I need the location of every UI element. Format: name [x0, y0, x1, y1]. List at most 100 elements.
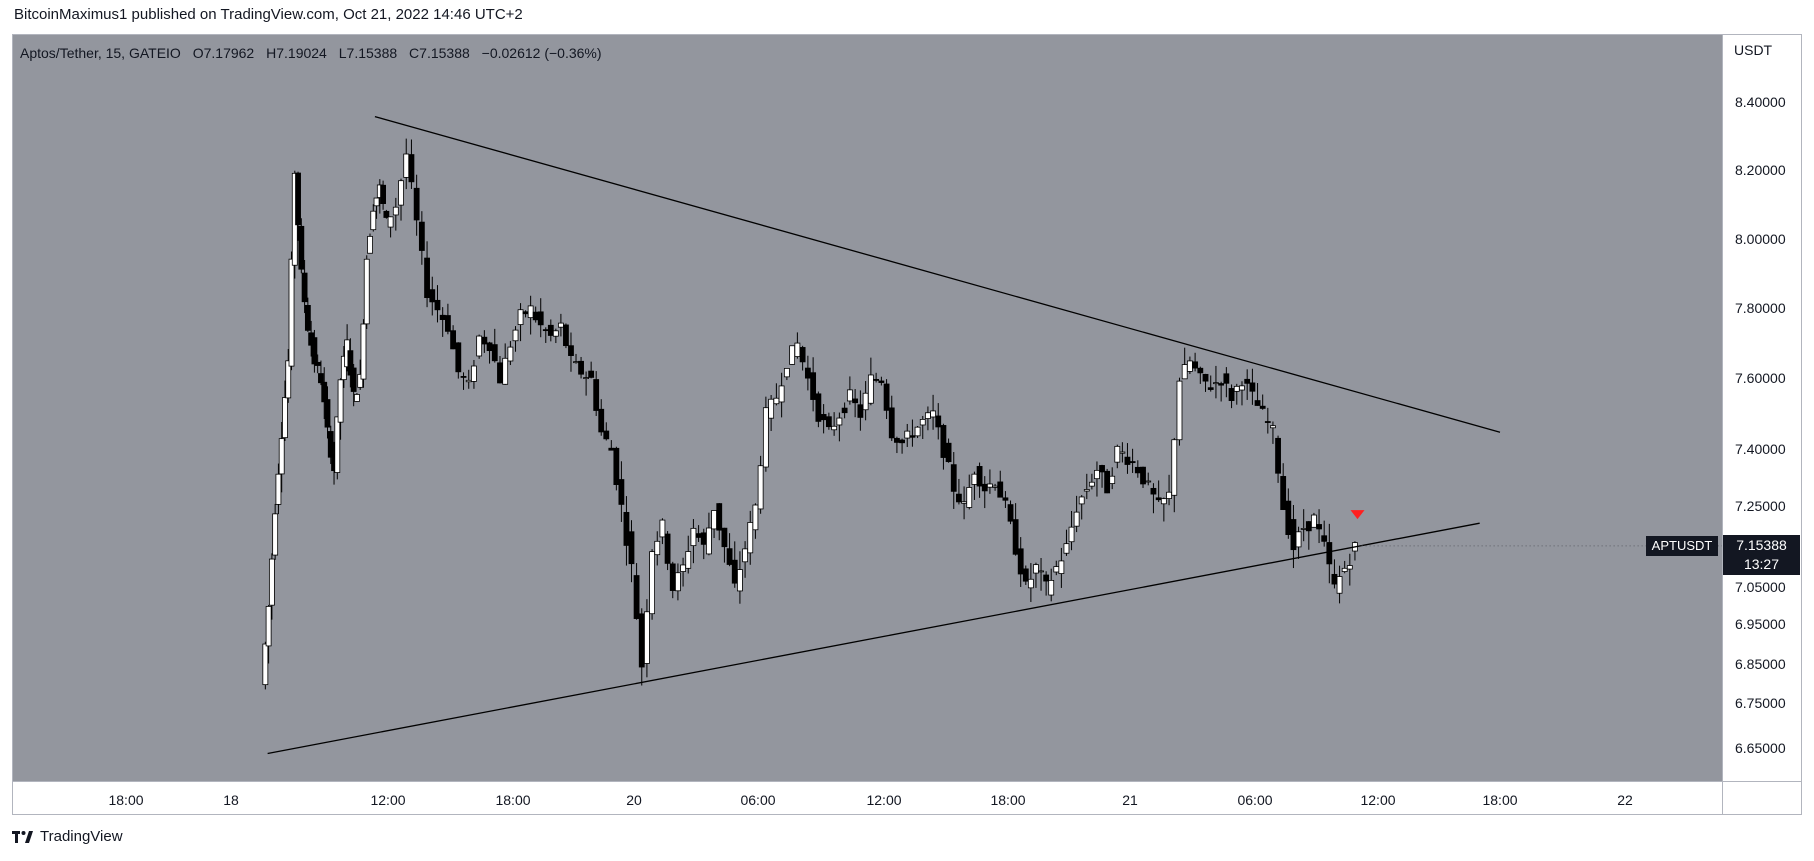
candle-body	[527, 305, 534, 319]
candle-body	[768, 398, 775, 419]
candle-body	[1186, 360, 1193, 372]
candle-body	[971, 473, 978, 485]
candle-body	[841, 407, 848, 414]
candle-body	[1007, 504, 1014, 522]
candle-body	[444, 315, 451, 332]
candle-body	[295, 172, 301, 226]
candle-body	[711, 510, 717, 530]
candle-body	[783, 367, 790, 378]
candle-body	[429, 289, 436, 303]
candle-body	[340, 355, 347, 381]
candle-body	[1181, 364, 1188, 380]
candle-body	[1275, 437, 1281, 474]
candle-body	[573, 361, 579, 364]
candle-body	[726, 548, 733, 565]
candle-body	[878, 380, 885, 383]
legend-open-key: O	[192, 45, 204, 61]
candle-body	[1058, 560, 1065, 574]
candle-body	[481, 336, 488, 345]
candle-body	[1012, 519, 1019, 555]
candle-body	[418, 221, 425, 251]
candle-body	[935, 415, 942, 428]
time-tick: 18:00	[108, 792, 144, 808]
candle-body	[1305, 521, 1312, 532]
candle-body	[373, 197, 380, 207]
candle-body	[1223, 373, 1230, 384]
candle-body	[752, 504, 759, 531]
candle-body	[347, 350, 354, 376]
candle-body	[552, 330, 559, 337]
candle-body	[1244, 378, 1251, 384]
candle-body	[583, 377, 590, 379]
candle-body	[1099, 465, 1105, 473]
candle-body	[1068, 526, 1075, 543]
candle-body	[1326, 542, 1333, 565]
candle-body	[471, 365, 477, 382]
candle-body	[537, 311, 544, 326]
candle-body	[925, 412, 931, 419]
candle-body	[716, 503, 723, 531]
candle-body	[1300, 528, 1307, 530]
candle-body	[413, 187, 420, 221]
candle-body	[623, 511, 630, 546]
candle-body	[956, 493, 962, 503]
candle-body	[1197, 367, 1204, 374]
candle-body	[1033, 564, 1039, 574]
candle-body	[1259, 405, 1266, 409]
axis-corner	[1722, 781, 1801, 814]
time-tick: 20	[626, 792, 642, 808]
candle-body	[825, 416, 832, 428]
price-tick: 7.05000	[1735, 579, 1786, 595]
candle-body	[360, 323, 367, 380]
candle-body	[1094, 469, 1100, 480]
candle-body	[894, 437, 900, 443]
candle-body	[721, 527, 728, 548]
candle-body	[1134, 466, 1141, 474]
time-axis[interactable]	[13, 781, 1722, 814]
candle-body	[578, 360, 584, 375]
candle-body	[899, 439, 905, 444]
candle-body	[1228, 388, 1235, 401]
candle-body	[857, 404, 864, 418]
candle-body	[1088, 481, 1095, 487]
candle-body	[542, 329, 549, 332]
candle-body	[354, 394, 360, 402]
candle-body	[846, 389, 853, 402]
price-axis[interactable]	[1722, 35, 1801, 781]
candle-body	[1285, 500, 1292, 535]
price-tick: 7.40000	[1735, 441, 1786, 457]
candle-body	[981, 483, 988, 492]
time-tick: 18:00	[495, 792, 531, 808]
candle-body	[455, 342, 462, 373]
candle-body	[324, 399, 331, 428]
price-tick: 8.20000	[1735, 162, 1786, 178]
tradingview-footer[interactable]: TradingView	[12, 828, 123, 845]
candle-body	[1104, 470, 1111, 494]
candle-body	[1254, 400, 1261, 406]
candle-body	[278, 438, 285, 475]
candle-body	[904, 430, 911, 439]
candle-body	[940, 425, 947, 458]
candle-body	[408, 154, 415, 183]
candle-body	[1022, 568, 1029, 582]
candle-body	[1160, 498, 1167, 505]
candle-body	[603, 430, 610, 440]
tradingview-logo-icon	[12, 830, 33, 843]
candle-body	[486, 342, 493, 352]
candle-body	[930, 410, 936, 418]
candle-body	[1341, 567, 1348, 572]
candle-body	[966, 487, 973, 508]
candle-body	[1280, 476, 1287, 510]
trendline-upper	[374, 115, 1501, 433]
last-price-label: 7.15388 13:27	[1723, 535, 1800, 575]
price-tick: 6.75000	[1735, 695, 1786, 711]
price-tick: 8.40000	[1735, 94, 1786, 110]
candle-body	[298, 225, 305, 270]
price-tick: 7.80000	[1735, 300, 1786, 316]
candles-group	[262, 138, 1358, 690]
candle-body	[685, 551, 692, 569]
candle-body	[1027, 578, 1034, 589]
candle-body	[370, 210, 377, 231]
down-triangle-marker	[1350, 510, 1365, 520]
